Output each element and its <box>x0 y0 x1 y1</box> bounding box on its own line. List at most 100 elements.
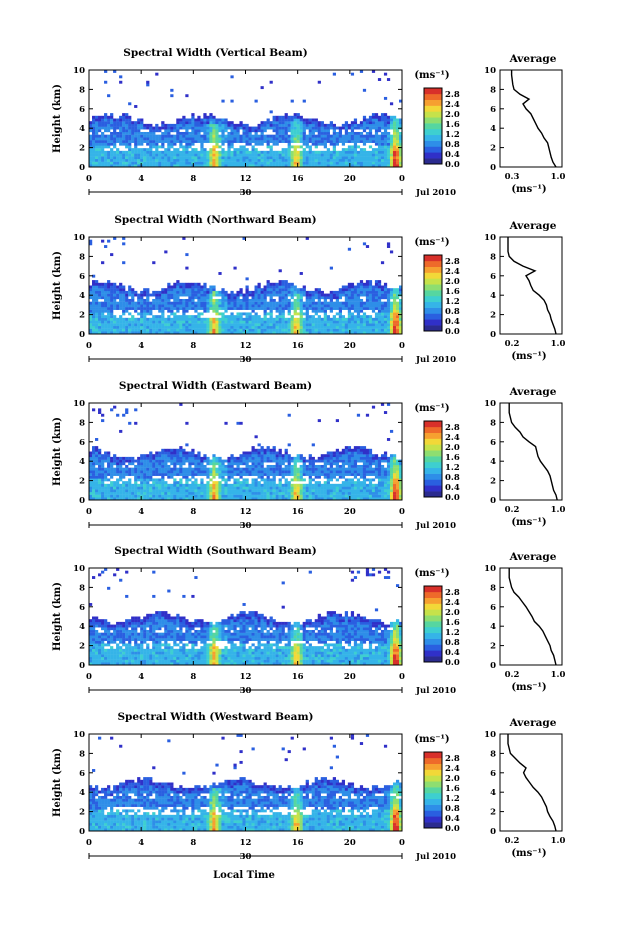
heatmap-cell <box>380 158 385 162</box>
heatmap-cell <box>239 323 243 327</box>
heatmap-cell <box>332 494 336 498</box>
heatmap-cell <box>167 489 171 493</box>
heatmap-cell <box>353 134 358 138</box>
heatmap-cell <box>389 158 394 162</box>
heatmap-cell <box>332 164 336 168</box>
heatmap-cell <box>245 312 249 316</box>
heatmap-cell <box>170 161 174 165</box>
heatmap-cell <box>293 489 297 493</box>
profile-y-tick-label: 4 <box>490 291 496 301</box>
heatmap-cell <box>386 245 391 248</box>
heatmap-cell <box>191 456 195 460</box>
heatmap-cell <box>293 473 297 476</box>
heatmap-cell <box>125 121 129 125</box>
heatmap-cell <box>194 462 198 466</box>
heatmap-cell <box>92 153 96 157</box>
heatmap-cell <box>398 123 403 127</box>
heatmap-cell <box>329 158 333 162</box>
heatmap-cell <box>149 475 153 479</box>
heatmap-cell <box>251 150 255 154</box>
heatmap-cell <box>230 99 234 103</box>
heatmap-cell <box>236 134 240 138</box>
heatmap-cell <box>335 491 339 495</box>
heatmap-cell <box>152 331 156 335</box>
heatmap-cell <box>113 491 117 495</box>
heatmap-cell <box>305 290 309 294</box>
heatmap-cell <box>398 328 403 332</box>
heatmap-cell <box>341 470 346 474</box>
heatmap-cell <box>188 473 192 476</box>
heatmap-cell <box>269 497 273 501</box>
heatmap-cell <box>146 137 150 141</box>
colorbar-swatch <box>424 152 442 159</box>
heatmap-cell <box>140 118 144 122</box>
heatmap-cell <box>260 307 264 310</box>
heatmap-cell <box>182 323 186 327</box>
heatmap-cell <box>170 164 174 168</box>
heatmap-cell <box>131 131 135 135</box>
heatmap-cell <box>116 140 120 143</box>
heatmap-cell <box>377 150 382 154</box>
heatmap-cell <box>332 497 336 501</box>
heatmap-cell <box>218 307 222 310</box>
heatmap-cell <box>173 142 177 146</box>
heatmap-cell <box>287 486 291 490</box>
heatmap-cell <box>218 121 222 125</box>
heatmap-cell <box>362 301 367 305</box>
heatmap-cell <box>290 161 294 165</box>
heatmap-cell <box>164 323 168 327</box>
heatmap-cell <box>212 156 216 160</box>
heatmap-cell <box>341 323 346 327</box>
heatmap-cell <box>299 459 303 463</box>
heatmap-cell <box>368 315 373 319</box>
heatmap-cell <box>95 328 99 332</box>
heatmap-cell <box>170 328 174 332</box>
heatmap-cell <box>374 126 379 130</box>
heatmap-cell <box>344 491 349 495</box>
heatmap-cell <box>104 298 108 302</box>
heatmap-cell <box>116 123 120 127</box>
heatmap-cell <box>314 290 318 294</box>
heatmap-cell <box>254 285 258 289</box>
heatmap-cell <box>311 131 315 135</box>
heatmap-cell <box>251 454 255 458</box>
heatmap-cell <box>281 161 285 165</box>
heatmap-cell <box>173 126 177 130</box>
heatmap-cell <box>107 456 111 460</box>
heatmap-cell <box>218 323 222 327</box>
heatmap-cell <box>140 161 144 165</box>
heatmap-cell <box>344 489 349 493</box>
heatmap-cell <box>209 497 213 501</box>
heatmap-cell <box>353 285 358 289</box>
heatmap-cell <box>230 491 234 495</box>
heatmap-cell <box>146 462 150 466</box>
heatmap-cell <box>179 467 183 471</box>
heatmap-cell <box>149 129 153 133</box>
heatmap-cell <box>293 123 297 127</box>
heatmap-cell <box>134 105 138 108</box>
heatmap-cell <box>152 304 156 308</box>
heatmap-cell <box>155 290 159 294</box>
heatmap-cell <box>290 320 294 324</box>
heatmap-cell <box>182 448 186 452</box>
heatmap-cell <box>257 293 261 297</box>
heatmap-cell <box>185 301 189 305</box>
heatmap-cell <box>350 129 355 133</box>
heatmap-cell <box>104 118 108 122</box>
heatmap-cell <box>395 148 400 152</box>
heatmap-cell <box>113 315 117 319</box>
heatmap-cell <box>134 145 138 149</box>
heatmap-cell <box>194 459 198 463</box>
heatmap-cell <box>92 320 96 324</box>
heatmap-cell <box>251 145 255 149</box>
heatmap-cell <box>329 489 333 493</box>
heatmap-cell <box>290 328 294 332</box>
heatmap-cell <box>98 288 102 292</box>
heatmap-cell <box>212 164 216 168</box>
heatmap-cell <box>161 121 165 125</box>
heatmap-cell <box>311 478 315 482</box>
heatmap-cell <box>254 462 258 466</box>
heatmap-cell <box>317 298 321 302</box>
heatmap-cell <box>254 315 258 319</box>
y-tick-label: 6 <box>79 105 85 115</box>
